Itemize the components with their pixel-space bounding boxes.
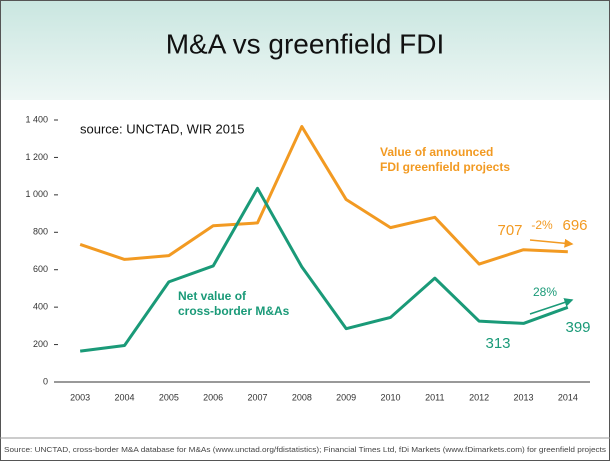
series-label: FDI greenfield projects <box>380 160 510 174</box>
y-tick-label: 1 200 <box>25 152 48 162</box>
y-tick-label: 400 <box>33 302 48 312</box>
x-tick-label: 2008 <box>292 392 312 402</box>
y-tick-label: 800 <box>33 227 48 237</box>
x-tick-label: 2010 <box>380 392 400 402</box>
x-tick-label: 2014 <box>558 392 578 402</box>
chart-title: M&A vs greenfield FDI <box>166 28 445 59</box>
y-tick-label: 1 000 <box>25 189 48 199</box>
y-tick-label: 0 <box>43 376 48 386</box>
annotation: 28% <box>533 285 557 299</box>
data-label: 313 <box>485 335 510 352</box>
series-label: Net value of <box>178 289 247 303</box>
series-line <box>79 125 568 266</box>
data-label: 696 <box>562 217 587 234</box>
source-note: source: UNCTAD, WIR 2015 <box>80 121 244 136</box>
annotation: -2% <box>531 218 553 232</box>
x-tick-label: 2013 <box>513 392 533 402</box>
x-tick-label: 2006 <box>203 392 223 402</box>
x-tick-label: 2012 <box>469 392 489 402</box>
series-label: cross-border M&As <box>178 304 290 318</box>
series-line <box>79 186 569 353</box>
series-label: Value of announced <box>380 145 493 159</box>
x-tick-label: 2003 <box>70 392 90 402</box>
x-tick-label: 2007 <box>247 392 267 402</box>
y-tick-label: 200 <box>33 339 48 349</box>
y-tick-label: 600 <box>33 264 48 274</box>
data-label: 399 <box>565 319 590 336</box>
trend-arrow <box>529 238 574 248</box>
x-tick-label: 2005 <box>159 392 179 402</box>
x-tick-label: 2004 <box>114 392 134 402</box>
y-tick-label: 1 400 <box>25 114 48 124</box>
x-tick-label: 2009 <box>336 392 356 402</box>
trend-arrow <box>529 298 574 315</box>
x-tick-label: 2011 <box>425 392 444 402</box>
footer: Source: UNCTAD, cross-border M&A databas… <box>4 445 606 454</box>
header-band <box>0 0 610 100</box>
data-label: 707 <box>497 222 522 239</box>
